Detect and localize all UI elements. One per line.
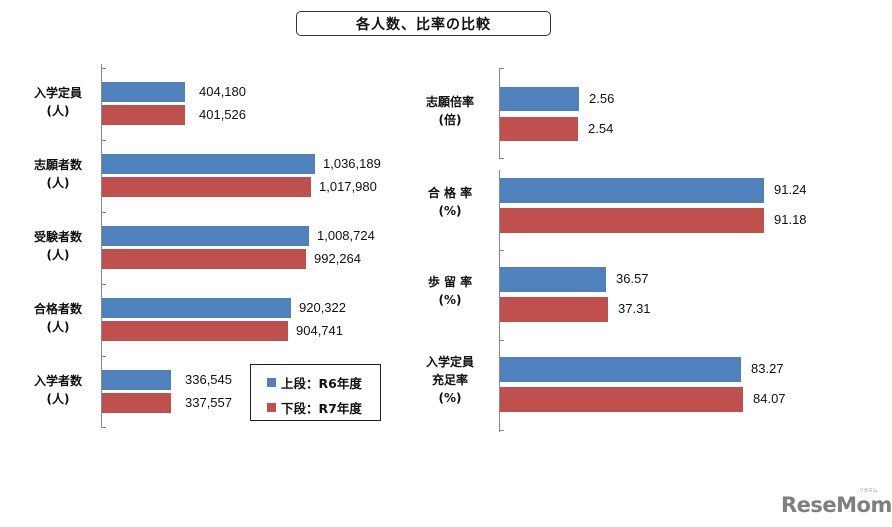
category-unit: (人) [46, 248, 70, 262]
category-unit: (人) [46, 320, 70, 334]
category-label: 合 格 率 (%) [410, 184, 490, 220]
data-label: 336,545 [185, 372, 232, 387]
resemom-logo: ReseMom リセマム [781, 488, 892, 517]
data-label: 83.27 [751, 361, 784, 376]
axis-tick [101, 212, 106, 213]
data-label: 904,741 [296, 323, 343, 338]
right-y-axis-bottom [499, 170, 500, 432]
legend: 上段：R6年度 下段：R7年度 [250, 364, 381, 421]
category-name: 歩 留 率 [427, 275, 473, 289]
category-name: 入学者数 [33, 374, 82, 388]
chart-title: 各人数、比率の比較 [296, 11, 551, 36]
category-label: 受験者数 (人) [20, 228, 96, 264]
category-label: 合格者数 (人) [20, 300, 96, 336]
data-label: 2.54 [588, 121, 614, 136]
category-unit: (%) [438, 204, 462, 218]
bar-r6 [500, 87, 579, 111]
bar-r7 [102, 393, 171, 413]
bar-r7 [500, 387, 743, 412]
category-name: 入学定員 [425, 355, 474, 369]
category-label: 入学定員充足率 (%) [410, 353, 490, 407]
bar-r7 [500, 208, 764, 233]
bar-r6 [102, 298, 291, 318]
category-name: 志願倍率 [425, 95, 474, 109]
category-name: 合 格 率 [427, 186, 473, 200]
data-label: 91.24 [774, 182, 807, 197]
data-label: 84.07 [753, 391, 786, 406]
bar-r7 [102, 177, 311, 197]
bar-r7 [102, 321, 288, 341]
data-label: 1,017,980 [319, 179, 377, 194]
legend-label: 下段：R7年度 [281, 401, 362, 416]
data-label: 404,180 [199, 84, 246, 99]
data-label: 2.56 [589, 91, 615, 106]
bar-r6 [500, 267, 606, 292]
data-label: 401,526 [199, 107, 246, 122]
bar-r6 [500, 178, 764, 203]
axis-tick [499, 430, 504, 431]
data-label: 920,322 [299, 300, 346, 315]
bar-r7 [102, 249, 306, 269]
category-label: 歩 留 率 (%) [410, 273, 490, 309]
category-name: 入学定員 [33, 86, 82, 100]
data-label: 1,008,724 [317, 228, 375, 243]
category-unit: (人) [46, 176, 70, 190]
axis-tick [101, 68, 106, 69]
axis-tick [101, 284, 106, 285]
right-y-axis-top [499, 68, 500, 158]
data-label: 91.18 [774, 212, 807, 227]
left-y-axis [101, 64, 102, 428]
category-unit: (%) [438, 293, 462, 307]
category-name: 受験者数 [33, 230, 82, 244]
category-name: 志願者数 [33, 158, 82, 172]
logo-ruby: リセマム [859, 488, 878, 494]
legend-swatch-blue [267, 378, 276, 387]
data-label: 1,036,189 [323, 156, 381, 171]
bar-r7 [500, 117, 578, 141]
category-label: 志願倍率 (倍) [410, 93, 490, 129]
category-unit: (人) [46, 392, 70, 406]
legend-label: 上段：R6年度 [281, 376, 362, 391]
axis-tick [499, 158, 504, 159]
legend-item-r7: 下段：R7年度 [267, 398, 362, 417]
category-unit: (倍) [438, 113, 462, 127]
legend-swatch-red [267, 403, 276, 412]
axis-tick [499, 250, 504, 251]
bar-r6 [102, 370, 171, 390]
logo-text: ReseMom [781, 493, 892, 517]
bar-r6 [102, 154, 315, 174]
bar-r7 [102, 105, 185, 125]
data-label: 37.31 [618, 301, 651, 316]
legend-item-r6: 上段：R6年度 [267, 373, 362, 392]
category-unit: (人) [46, 104, 70, 118]
bar-r6 [102, 226, 309, 246]
data-label: 992,264 [314, 251, 361, 266]
axis-tick [101, 140, 106, 141]
bar-r6 [500, 357, 741, 382]
category-label: 入学者数 (人) [20, 372, 96, 408]
data-label: 36.57 [616, 271, 649, 286]
category-label: 入学定員 (人) [20, 84, 96, 120]
data-label: 337,557 [185, 395, 232, 410]
axis-tick [101, 356, 106, 357]
category-unit: 充足率 [431, 373, 468, 387]
category-label: 志願者数 (人) [20, 156, 96, 192]
axis-tick [499, 68, 504, 69]
axis-tick [499, 340, 504, 341]
bar-r7 [500, 297, 608, 322]
axis-tick [101, 427, 106, 428]
category-name: 合格者数 [33, 302, 82, 316]
bar-r6 [102, 82, 185, 102]
category-unit: (%) [438, 391, 462, 405]
